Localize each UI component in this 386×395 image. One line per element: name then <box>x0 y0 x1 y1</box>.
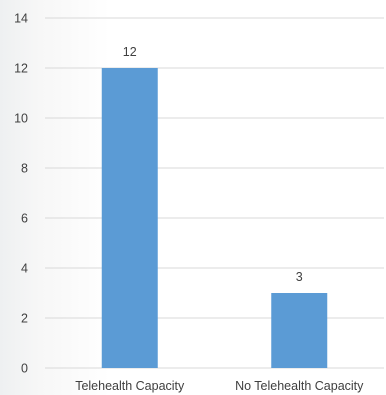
y-tick-label-10: 10 <box>14 112 28 126</box>
data-label-1: 12 <box>123 45 137 59</box>
y-tick-label-14: 14 <box>14 12 28 26</box>
gridlines <box>45 18 384 368</box>
y-tick-label-2: 2 <box>21 312 28 326</box>
bar-2 <box>271 293 327 368</box>
y-tick-label-12: 12 <box>14 62 28 76</box>
y-axis-tick-labels: 0 2 4 6 8 10 12 14 <box>14 12 28 376</box>
x-axis-category-labels: Telehealth Capacity No Telehealth Capacit… <box>75 379 364 393</box>
y-tick-label-0: 0 <box>21 362 28 376</box>
data-label-2: 3 <box>296 270 303 284</box>
y-tick-label-4: 4 <box>21 262 28 276</box>
bar-1 <box>102 68 158 368</box>
y-tick-label-8: 8 <box>21 162 28 176</box>
category-label-2: No Telehealth Capacity <box>235 379 364 393</box>
y-tick-label-6: 6 <box>21 212 28 226</box>
category-label-1: Telehealth Capacity <box>75 379 185 393</box>
